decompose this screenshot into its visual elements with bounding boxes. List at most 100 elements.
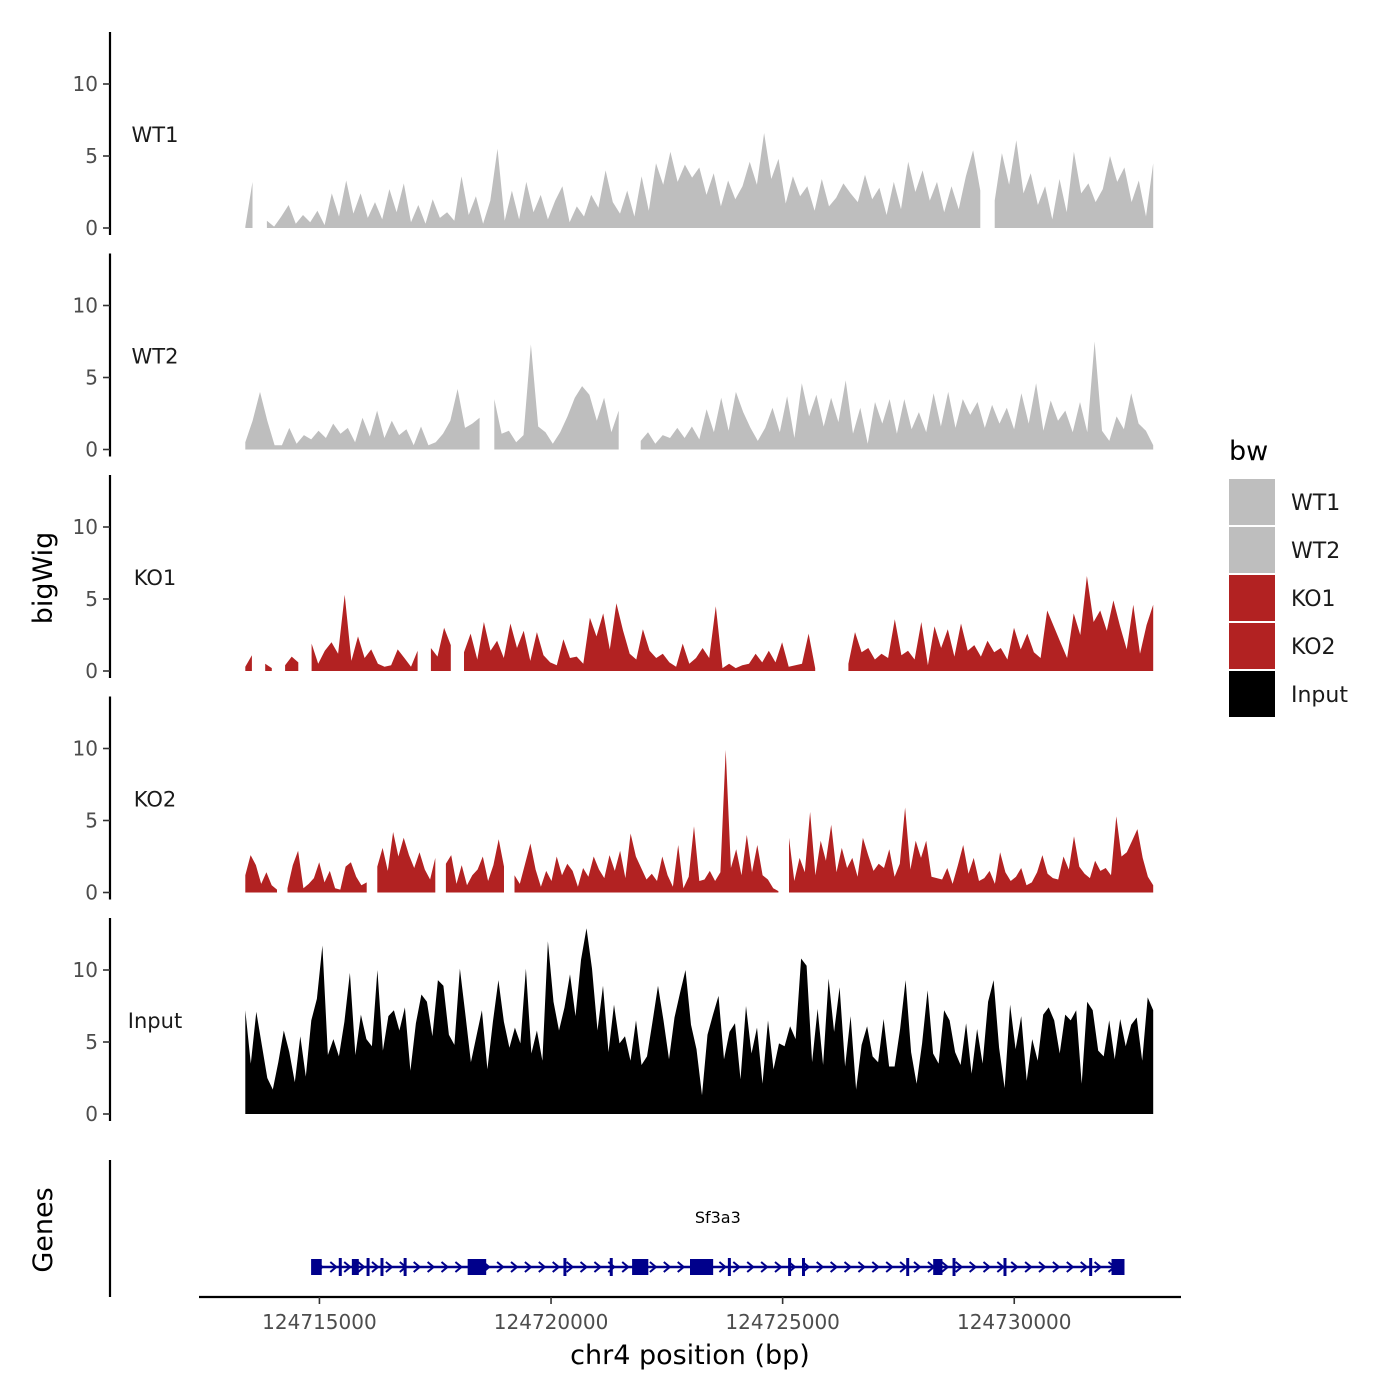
strand-chevron: [913, 1261, 922, 1273]
strand-chevron: [385, 1261, 394, 1273]
strand-chevron: [510, 1261, 519, 1273]
legend-swatch: [1229, 671, 1275, 717]
strand-chevron: [579, 1261, 589, 1273]
strand-chevron: [621, 1261, 630, 1273]
y-tick-label: 10: [73, 515, 98, 539]
track-label-wt2: WT2: [132, 345, 179, 369]
strand-chevron: [732, 1261, 741, 1273]
gene-panel: Sf3a3: [108, 1160, 1125, 1297]
strand-chevron: [968, 1261, 978, 1273]
legend-swatch: [1229, 527, 1275, 573]
strand-chevron: [413, 1261, 422, 1273]
exon-block: [933, 1259, 943, 1275]
strand-chevron: [538, 1261, 547, 1273]
x-tick-label: 124720000: [494, 1310, 609, 1334]
y-tick-label: 5: [85, 366, 98, 390]
strand-chevron: [843, 1261, 853, 1273]
y-tick-label: 5: [85, 809, 98, 833]
track-label-ko2: KO2: [134, 788, 177, 812]
strand-chevron: [871, 1261, 880, 1273]
legend-title: bw: [1229, 436, 1268, 467]
y-tick-label: 0: [85, 659, 98, 683]
strand-chevron: [982, 1261, 992, 1273]
legend-item-ko2: KO2: [1229, 623, 1336, 669]
signal-area-input: [245, 928, 1154, 1114]
strand-chevron: [454, 1261, 463, 1273]
legend-item-wt1: WT1: [1229, 479, 1340, 525]
strand-chevron: [524, 1261, 533, 1273]
y-tick-label: 0: [85, 881, 98, 905]
strand-chevron: [899, 1261, 908, 1273]
strand-chevron: [1024, 1261, 1033, 1273]
legend-label: Input: [1291, 683, 1348, 708]
gene-model: [311, 1258, 1125, 1276]
track-ko1: 0 5 10 KO1: [73, 475, 1154, 683]
legend-label: KO1: [1291, 587, 1336, 612]
x-tick-label: 124725000: [725, 1310, 840, 1334]
legend-swatch: [1229, 623, 1275, 669]
strand-chevron: [552, 1261, 561, 1273]
track-label-input: Input: [128, 1009, 182, 1033]
y-axis-title: bigWig: [28, 532, 59, 625]
y-tick-label: 10: [73, 737, 98, 761]
genes-axis-title: Genes: [28, 1187, 59, 1272]
signal-area-wt2: [245, 341, 1154, 450]
strand-chevron: [565, 1261, 575, 1273]
strand-chevron: [885, 1261, 894, 1273]
signal-area-wt1: [245, 133, 1154, 228]
y-tick-label: 5: [85, 1030, 98, 1054]
exon-block: [311, 1259, 322, 1275]
legend-swatch: [1229, 575, 1275, 621]
x-tick-label: 124730000: [957, 1310, 1072, 1334]
strand-chevron: [746, 1261, 755, 1273]
strand-chevron: [829, 1261, 839, 1273]
x-axis: 124715000 124720000 124725000 124730000: [199, 1295, 1181, 1334]
track-label-ko1: KO1: [134, 566, 177, 590]
strand-chevron: [1038, 1261, 1047, 1273]
y-tick-label: 0: [85, 1102, 98, 1126]
legend-item-wt2: WT2: [1229, 527, 1340, 573]
strand-chevron: [1010, 1261, 1019, 1273]
strand-chevron: [1093, 1261, 1103, 1273]
legend-swatch: [1229, 479, 1275, 525]
legend: bw WT1 WT2 KO1 KO2 Input: [1229, 436, 1348, 717]
strand-chevron: [774, 1261, 783, 1273]
strand-chevron: [649, 1261, 658, 1273]
track-wt1: 0 5 10 WT1: [73, 32, 1154, 240]
strand-chevron: [663, 1261, 672, 1273]
legend-item-ko1: KO1: [1229, 575, 1336, 621]
strand-chevron: [496, 1261, 505, 1273]
exon-block: [351, 1259, 359, 1275]
y-tick-label: 5: [85, 144, 98, 168]
strand-chevron: [941, 1261, 950, 1273]
x-tick-label: 124715000: [262, 1310, 377, 1334]
strand-chevron: [1052, 1261, 1061, 1273]
strand-chevron: [718, 1261, 727, 1273]
y-tick-label: 0: [85, 216, 98, 240]
legend-label: KO2: [1291, 635, 1336, 660]
track-input: 0 5 10 Input: [73, 918, 1154, 1126]
strand-chevron: [329, 1261, 338, 1273]
exon-block: [1111, 1259, 1125, 1275]
exon-block: [632, 1259, 649, 1275]
strand-chevron: [996, 1261, 1005, 1273]
y-tick-label: 10: [73, 72, 98, 96]
y-tick-label: 5: [85, 587, 98, 611]
strand-chevron: [1080, 1261, 1089, 1273]
strand-chevron: [1066, 1261, 1075, 1273]
strand-chevron: [677, 1261, 686, 1273]
strand-chevron: [593, 1261, 602, 1273]
signal-area-ko1: [245, 576, 1154, 671]
strand-chevron: [426, 1261, 436, 1273]
track-ko2: 0 5 10 KO2: [73, 696, 1154, 905]
legend-label: WT2: [1291, 539, 1340, 564]
gene-name-label: Sf3a3: [695, 1208, 741, 1227]
track-label-wt1: WT1: [132, 123, 179, 147]
y-tick-label: 10: [73, 294, 98, 318]
signal-area-ko2: [245, 749, 1154, 893]
track-panels: 0 5 10 WT1 0 5 10 WT2 0 5 10 KO1 0 5 10 KO2 0 5 10 Input: [73, 32, 1154, 1126]
strand-chevron: [955, 1261, 964, 1273]
exon-block: [467, 1259, 487, 1275]
y-tick-label: 10: [73, 958, 98, 982]
